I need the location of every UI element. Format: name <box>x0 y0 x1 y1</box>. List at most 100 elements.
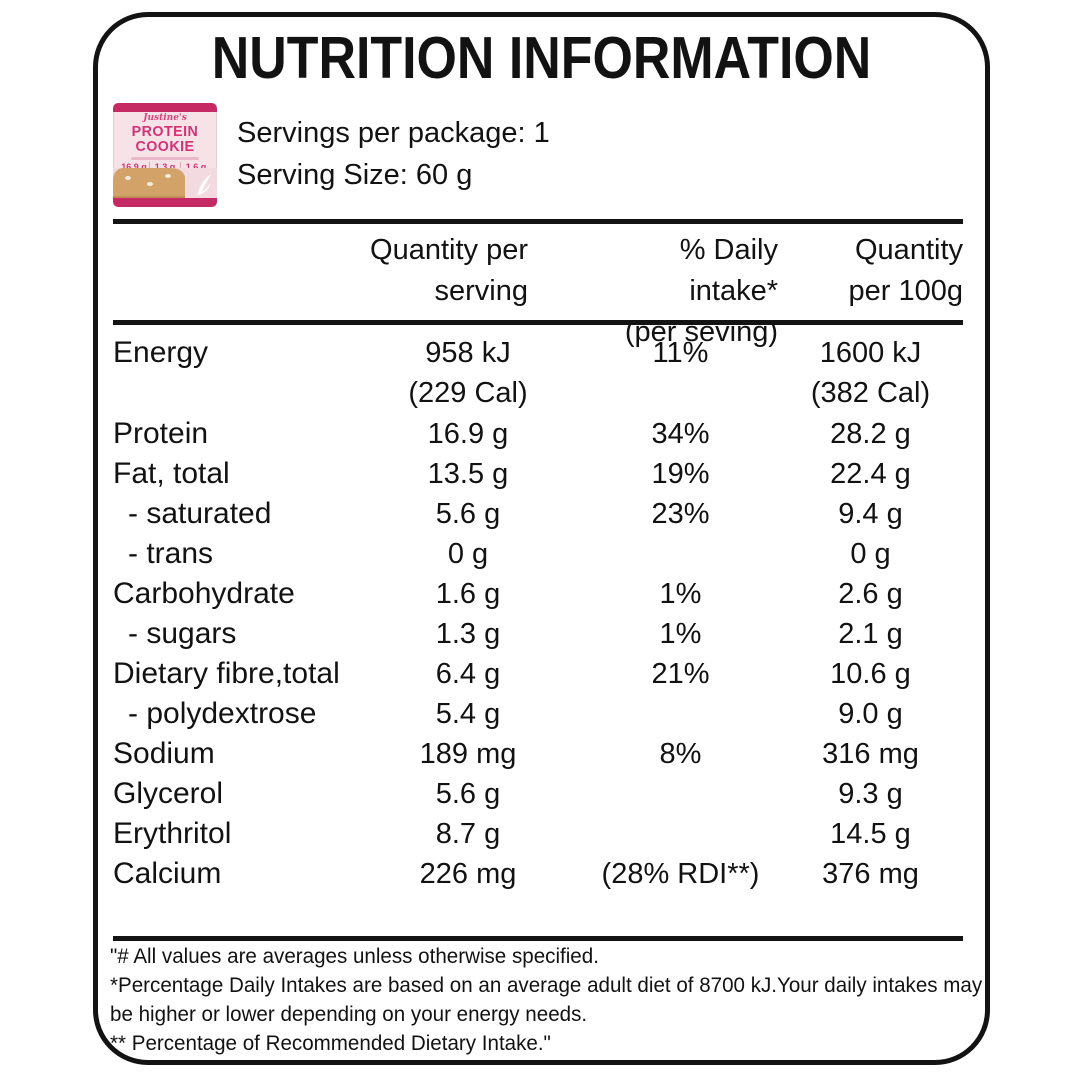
product-package-image: Justine's PROTEIN COOKIE 16.9 g 1.3 g 1.… <box>113 103 217 207</box>
table-header-row: Quantity per serving % Daily intake* (pe… <box>113 230 963 353</box>
quantity-per-100g-value: 9.3 g <box>778 774 963 814</box>
footnote-line-1: "# All values are averages unless otherw… <box>110 945 599 968</box>
package-name-line1: PROTEIN <box>131 123 199 140</box>
daily-intake-value <box>583 814 778 854</box>
daily-intake-value <box>583 694 778 734</box>
quantity-per-serving-value: 5.6 g <box>353 494 583 534</box>
value-cal: (229 Cal) <box>408 377 528 409</box>
value-main: 2.6 g <box>838 578 903 610</box>
nutrient-label: Fat, total <box>113 457 230 490</box>
package-macro-3-value: 1.6 g <box>185 162 207 172</box>
quantity-per-serving-value: 13.5 g <box>353 454 583 494</box>
value-main: 0 g <box>447 538 489 570</box>
value-main: 1.6 g <box>435 578 501 610</box>
quantity-per-100g-value: 10.6 g <box>778 654 963 694</box>
quantity-per-100g-value: 316 mg <box>778 734 963 774</box>
nutrient-label: Energy <box>113 336 209 369</box>
nutrient-label: Carbohydrate <box>113 577 295 610</box>
value-main: 5.6 g <box>435 498 501 530</box>
footnote-line-2: *Percentage Daily Intakes are based on a… <box>110 974 983 997</box>
footnotes: "# All values are averages unless otherw… <box>110 942 983 1058</box>
value-main: 0 g <box>850 538 891 570</box>
package-bottom-band <box>113 198 217 207</box>
value-main: 1600 kJ <box>819 337 922 369</box>
nutrient-label: - trans <box>128 537 214 570</box>
quantity-per-serving-value: 226 mg <box>353 854 583 894</box>
header-qps-line1: Quantity per <box>370 234 528 266</box>
value-main: 8.7 g <box>435 818 501 850</box>
daily-intake-value: (28% RDI**) <box>601 858 760 890</box>
daily-intake-value: 34% <box>651 418 710 450</box>
package-tagline-bar <box>131 157 199 160</box>
quantity-per-serving-value: 8.7 g <box>353 814 583 854</box>
value-main: 316 mg <box>822 738 919 770</box>
quantity-per-100g-value: 2.1 g <box>778 614 963 654</box>
daily-intake-value <box>583 534 778 574</box>
value-main: 226 mg <box>419 858 517 890</box>
nutrient-label: Calcium <box>113 857 222 890</box>
quantity-per-serving-value: 958 kJ (229 Cal) <box>353 333 583 414</box>
header-quantity-per-serving: Quantity per serving <box>353 230 583 353</box>
daily-intake-value <box>583 774 778 814</box>
quantity-per-serving-value: 1.6 g <box>353 574 583 614</box>
fern-logo-icon <box>197 173 212 195</box>
package-brand-text: Justine's <box>143 113 187 123</box>
quantity-per-serving-value: 16.9 g <box>353 414 583 454</box>
value-main: 22.4 g <box>830 458 911 490</box>
value-main: 189 mg <box>419 738 517 770</box>
nutrient-label: Sodium <box>113 737 215 770</box>
header-q100-line2: per 100g <box>848 275 964 307</box>
value-main: 13.5 g <box>427 458 509 490</box>
nutrient-label: Dietary fibre,total <box>113 657 340 690</box>
daily-intake-value: 23% <box>651 498 710 530</box>
value-main: 16.9 g <box>427 418 509 450</box>
daily-intake-value: 1% <box>659 618 702 650</box>
divider-bottom <box>113 936 963 941</box>
serving-info: Servings per package: 1 Serving Size: 60… <box>237 112 550 196</box>
serving-size-text: Serving Size: 60 g <box>237 159 473 191</box>
quantity-per-100g-value: 28.2 g <box>778 414 963 454</box>
footnote-line-4: ** Percentage of Recommended Dietary Int… <box>110 1032 551 1055</box>
daily-intake-value: 21% <box>651 658 710 690</box>
nutrition-rows: Energy 958 kJ (229 Cal) 11% 1600 kJ (382 Cal)… <box>113 333 963 894</box>
value-main: 9.3 g <box>838 778 903 810</box>
daily-intake-value: 11% <box>652 337 709 369</box>
cookie-image <box>113 168 185 198</box>
quantity-per-100g-value: 1600 kJ (382 Cal) <box>778 333 963 414</box>
servings-per-package-text: Servings per package: 1 <box>237 117 550 149</box>
header-di-line1: % Daily intake* <box>679 234 778 307</box>
label-panel-border <box>93 12 990 1065</box>
value-main: 5.4 g <box>435 698 501 730</box>
nutrient-label: - sugars <box>128 617 237 650</box>
package-macro-2-value: 1.3 g <box>154 162 176 172</box>
footnote-line-3: be higher or lower depending on your ene… <box>110 1003 588 1026</box>
package-macro-1-value: 16.9 g <box>121 162 147 172</box>
quantity-per-serving-value: 5.6 g <box>353 774 583 814</box>
package-top-band <box>113 103 217 112</box>
value-main: 10.6 g <box>830 658 911 690</box>
quantity-per-100g-value: 0 g <box>778 534 963 574</box>
page-title: NUTRITION INFORMATION <box>211 25 872 91</box>
nutrient-label: Erythritol <box>113 817 232 850</box>
value-main: 376 mg <box>822 858 919 890</box>
quantity-per-serving-value: 1.3 g <box>353 614 583 654</box>
nutrient-label: - saturated <box>128 497 272 530</box>
value-main: 9.0 g <box>838 698 903 730</box>
value-main: 6.4 g <box>435 658 501 690</box>
header-q100-line1: Quantity <box>855 234 963 266</box>
value-main: 5.6 g <box>435 778 501 810</box>
value-main: 9.4 g <box>838 498 903 530</box>
daily-intake-value: 8% <box>659 738 702 770</box>
value-main: 2.1 g <box>838 618 903 650</box>
daily-intake-value: 1% <box>659 578 702 610</box>
value-main: 28.2 g <box>830 418 911 450</box>
quantity-per-100g-value: 2.6 g <box>778 574 963 614</box>
quantity-per-100g-value: 14.5 g <box>778 814 963 854</box>
package-name-line2: COOKIE <box>135 138 195 155</box>
package-photo-area <box>113 168 217 198</box>
nutrient-label: Protein <box>113 417 209 450</box>
value-main: 14.5 g <box>830 818 911 850</box>
quantity-per-serving-value: 5.4 g <box>353 694 583 734</box>
quantity-per-100g-value: 376 mg <box>778 854 963 894</box>
divider-header <box>113 320 963 325</box>
